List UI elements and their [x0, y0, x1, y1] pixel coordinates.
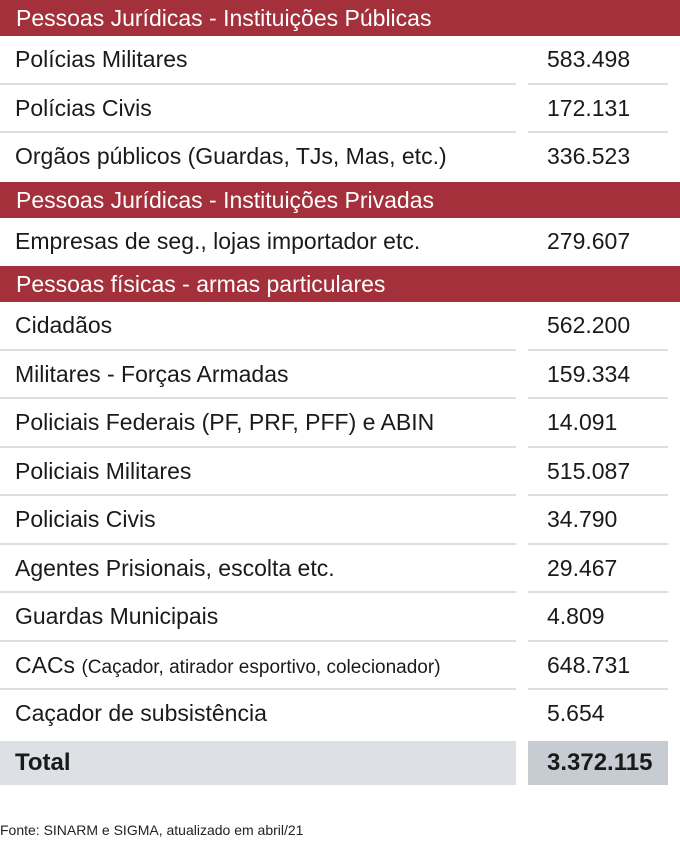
row-value: 5.654 — [547, 700, 605, 726]
table-row: CACs (Caçador, atirador esportivo, colec… — [0, 642, 680, 690]
section-header-public-institutions: Pessoas Jurídicas - Instituições Pública… — [0, 0, 680, 36]
table-row: Empresas de seg., lojas importador etc. … — [0, 218, 680, 267]
row-divider — [0, 688, 516, 690]
table-row: Guardas Municipais 4.809 — [0, 593, 680, 642]
total-row: Total 3.372.115 — [0, 740, 680, 785]
row-divider — [0, 639, 516, 642]
table-row: Orgãos públicos (Guardas, TJs, Mas, etc.… — [0, 133, 680, 182]
row-divider — [0, 348, 516, 351]
table-row: Militares - Forças Armadas 159.334 — [0, 351, 680, 399]
row-divider — [528, 639, 668, 642]
table-row: Polícias Civis 172.131 — [0, 85, 680, 133]
row-divider — [528, 688, 668, 690]
row-label: Policiais Civis — [15, 506, 156, 532]
row-value: 336.523 — [547, 143, 631, 169]
total-value-cell — [528, 740, 668, 785]
row-label-detail: (Caçador, atirador esportivo, colecionad… — [81, 656, 441, 678]
row-divider — [0, 397, 516, 399]
row-value: 279.607 — [547, 227, 631, 254]
row-label: Policiais Militares — [15, 457, 192, 484]
row-label: Policiais Federais (PF, PRF, PFF) e ABIN — [15, 409, 435, 435]
row-divider — [528, 82, 668, 85]
row-divider — [0, 542, 516, 545]
row-value: 4.809 — [547, 603, 605, 629]
row-divider — [528, 591, 668, 593]
row-label: Agentes Prisionais, escolta etc. — [15, 554, 335, 581]
table-row: Policiais Federais (PF, PRF, PFF) e ABIN… — [0, 399, 680, 448]
row-label: Empresas de seg., lojas importador etc. — [15, 227, 421, 254]
weapons-table: Pessoas Jurídicas - Instituições Pública… — [0, 0, 680, 785]
row-label: Guardas Municipais — [15, 603, 219, 629]
row-divider — [0, 494, 516, 496]
table-row: Cidadãos 562.200 — [0, 302, 680, 351]
row-divider — [528, 348, 668, 351]
row-divider — [0, 445, 516, 448]
row-value: 34.790 — [547, 506, 618, 532]
row-divider — [0, 131, 516, 133]
row-value: 159.334 — [547, 360, 631, 387]
total-label: Total — [15, 748, 71, 776]
total-value: 3.372.115 — [547, 748, 653, 776]
row-value: 648.731 — [547, 651, 631, 678]
row-label: Cidadãos — [15, 312, 113, 338]
row-divider — [0, 82, 516, 85]
row-value: 515.087 — [547, 457, 631, 484]
row-label-main: CACs — [15, 651, 76, 678]
table-row: Caçador de subsistência 5.654 — [0, 690, 680, 739]
row-divider — [528, 397, 668, 399]
row-label: Polícias Civis — [15, 94, 152, 121]
row-label: Orgãos públicos (Guardas, TJs, Mas, etc.… — [15, 143, 447, 169]
row-value: 562.200 — [547, 312, 631, 338]
table-row: Agentes Prisionais, escolta etc. 29.467 — [0, 545, 680, 593]
table-row: Polícias Militares 583.498 — [0, 36, 680, 85]
section-header-individuals: Pessoas físicas - armas particulares — [0, 266, 680, 302]
source-note: Fonte: SINARM e SIGMA, atualizado em abr… — [0, 822, 304, 838]
table-row: Policiais Civis 34.790 — [0, 496, 680, 545]
row-label: Caçador de subsistência — [15, 700, 267, 726]
row-label: Polícias Militares — [15, 46, 188, 72]
row-value: 172.131 — [547, 94, 631, 121]
row-value: 14.091 — [547, 409, 618, 435]
section-header-private-institutions: Pessoas Jurídicas - Instituições Privada… — [0, 181, 680, 218]
row-value: 583.498 — [547, 46, 631, 72]
table-row: Policiais Militares 515.087 — [0, 448, 680, 496]
row-label: CACs (Caçador, atirador esportivo, colec… — [15, 642, 441, 689]
row-divider — [528, 542, 668, 545]
row-label: Militares - Forças Armadas — [15, 360, 289, 387]
row-divider — [0, 591, 516, 593]
total-label-cell — [0, 740, 516, 785]
row-value: 29.467 — [547, 554, 618, 581]
row-divider — [528, 494, 668, 496]
row-divider — [528, 445, 668, 448]
row-divider — [528, 131, 668, 133]
